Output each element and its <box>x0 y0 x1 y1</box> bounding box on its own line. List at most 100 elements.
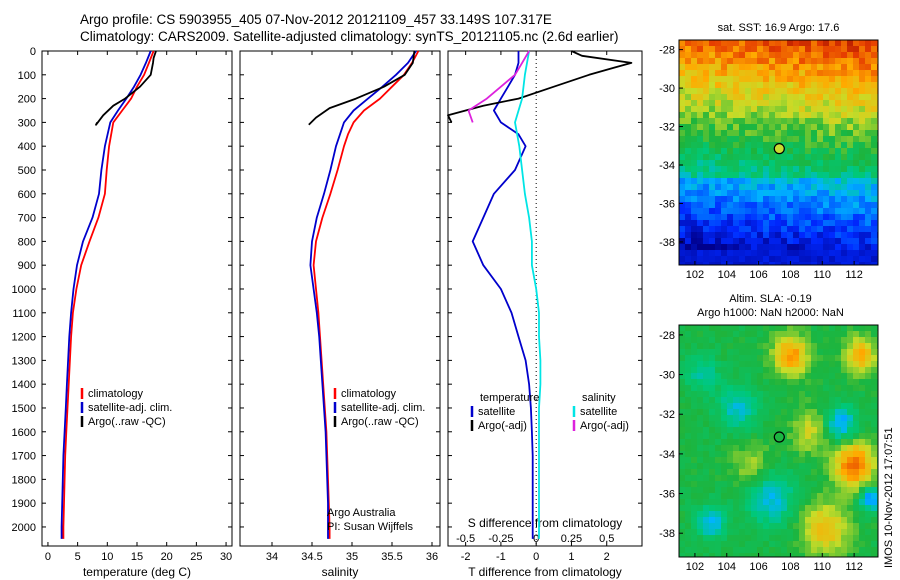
map-cell <box>697 373 704 380</box>
map-cell <box>817 226 824 233</box>
map-cell <box>853 112 860 119</box>
map-cell <box>763 547 770 554</box>
map-cell <box>679 208 686 215</box>
map-cell <box>775 136 782 143</box>
map-cell <box>841 541 848 548</box>
map-cell <box>745 343 752 350</box>
map-cell <box>871 166 878 173</box>
map-cell <box>727 226 734 233</box>
map-cell <box>769 250 776 257</box>
map-cell <box>805 367 812 374</box>
map-cell <box>757 214 764 221</box>
map-cell <box>739 415 746 422</box>
map-cell <box>685 535 692 542</box>
map-cell <box>697 172 704 179</box>
map-cell <box>823 343 830 350</box>
map-cell <box>817 82 824 89</box>
map-cell <box>829 166 836 173</box>
map-cell <box>691 232 698 239</box>
map-cell <box>727 535 734 542</box>
map-cell <box>871 76 878 83</box>
map-cell <box>829 397 836 404</box>
map-cell <box>787 547 794 554</box>
map-cell <box>865 250 872 257</box>
map-cell <box>769 367 776 374</box>
map-y-tick-label: -32 <box>659 409 675 421</box>
map-cell <box>781 70 788 77</box>
map-cell <box>805 427 812 434</box>
map-cell <box>817 499 824 506</box>
map-cell <box>715 481 722 488</box>
map-cell <box>853 403 860 410</box>
map-cell <box>769 487 776 494</box>
map-cell <box>787 178 794 185</box>
map-cell <box>679 178 686 185</box>
map-cell <box>817 250 824 257</box>
map-cell <box>853 517 860 524</box>
map-cell <box>865 148 872 155</box>
map-cell <box>769 76 776 83</box>
map-cell <box>811 457 818 464</box>
map-cell <box>787 46 794 53</box>
map-x-tick-label: 104 <box>718 269 736 281</box>
map-cell <box>781 64 788 71</box>
map-cell <box>853 76 860 83</box>
map-cell <box>769 220 776 227</box>
map-cell <box>679 523 686 530</box>
map-cell <box>769 106 776 113</box>
map-cell <box>679 154 686 161</box>
map-cell <box>739 190 746 197</box>
map-cell <box>679 535 686 542</box>
map-cell <box>865 154 872 161</box>
map-cell <box>763 379 770 386</box>
map-cell <box>715 343 722 350</box>
map-cell <box>679 421 686 428</box>
map-cell <box>733 244 740 251</box>
map-cell <box>781 523 788 530</box>
map-cell <box>745 541 752 548</box>
map-cell <box>691 361 698 368</box>
map-cell <box>793 70 800 77</box>
map-cell <box>823 361 830 368</box>
map-cell <box>847 481 854 488</box>
map-cell <box>775 379 782 386</box>
map-cell <box>775 232 782 239</box>
map-cell <box>775 541 782 548</box>
map-cell <box>751 178 758 185</box>
map-cell <box>859 208 866 215</box>
map-cell <box>769 397 776 404</box>
legend-label: climatology <box>341 388 397 400</box>
map-cell <box>787 52 794 59</box>
map-cell <box>841 343 848 350</box>
map-cell <box>823 226 830 233</box>
map-cell <box>799 505 806 512</box>
map-cell <box>715 439 722 446</box>
map-cell <box>853 433 860 440</box>
y-tick-label: 1300 <box>12 355 36 367</box>
map-cell <box>685 499 692 506</box>
map-cell <box>751 349 758 356</box>
map-cell <box>697 160 704 167</box>
map-cell <box>817 88 824 95</box>
map-cell <box>685 475 692 482</box>
map-cell <box>763 457 770 464</box>
y-tick-label: 1000 <box>12 284 36 296</box>
map-cell <box>745 208 752 215</box>
map-cell <box>679 463 686 470</box>
map-cell <box>787 256 794 263</box>
map-x-tick-label: 112 <box>845 269 863 281</box>
map-cell <box>739 142 746 149</box>
map-cell <box>715 511 722 518</box>
map-cell <box>799 88 806 95</box>
map-cell <box>811 523 818 530</box>
map-cell <box>805 166 812 173</box>
map-cell <box>811 40 818 47</box>
map-cell <box>733 148 740 155</box>
map-cell <box>727 403 734 410</box>
map-cell <box>775 469 782 476</box>
map-cell <box>733 250 740 257</box>
map-cell <box>817 190 824 197</box>
map-cell <box>805 124 812 131</box>
map-cell <box>709 148 716 155</box>
map-cell <box>715 232 722 239</box>
